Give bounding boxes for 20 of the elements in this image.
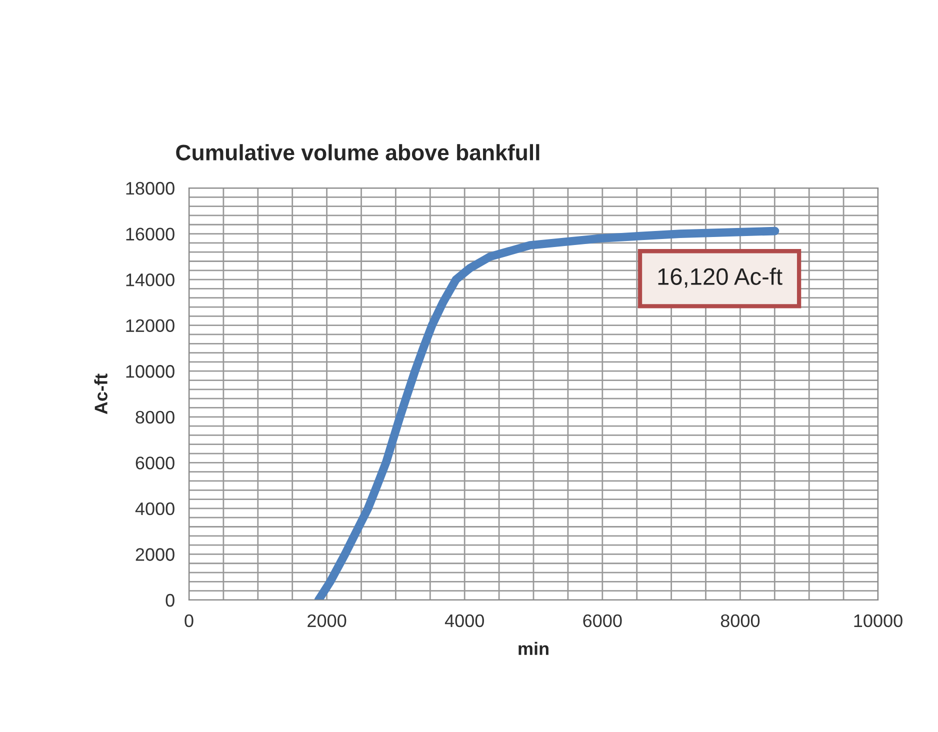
x-axis-title: min — [518, 642, 548, 655]
x-tick-label: 0 — [184, 614, 194, 628]
y-tick-label: 10000 — [126, 365, 174, 378]
x-tick-label: 10000 — [854, 614, 902, 628]
chart-title: Cumulative volume above bankfull — [176, 144, 540, 160]
y-tick-label: 14000 — [126, 273, 174, 286]
y-tick-label: 6000 — [136, 456, 174, 470]
y-axis-title: Ac-ft — [94, 374, 108, 414]
x-tick-label: 8000 — [720, 614, 760, 628]
y-tick-label: 8000 — [136, 410, 174, 424]
y-tick-label: 2000 — [136, 548, 174, 561]
x-tick-label: 4000 — [444, 614, 484, 628]
x-tick-label: 6000 — [583, 614, 622, 628]
x-tick-label: 2000 — [308, 614, 346, 628]
y-tick-label: 4000 — [135, 502, 174, 516]
annotation: 16,120 Ac-ft — [658, 268, 782, 288]
y-tick-label: 0 — [166, 594, 174, 607]
y-tick-label: 16000 — [126, 228, 174, 240]
y-tick-label: 18000 — [126, 182, 174, 195]
y-tick-label: 12000 — [126, 319, 174, 332]
